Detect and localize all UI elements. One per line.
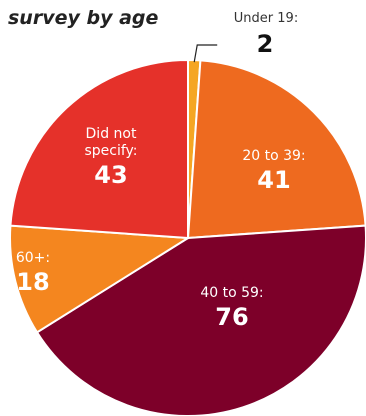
slice-value-under-19: 2 [257,30,274,58]
slice-value-40-to-59: 76 [215,303,248,331]
leader-line-under-19 [193,44,218,63]
slice-label-60: 60+: [16,250,50,266]
pie-slice-20-to-39 [186,59,366,240]
slice-value-did-not-specify: 43 [94,161,127,189]
pie-slice-did-not-specify [9,58,189,240]
slices-group [9,58,366,416]
slice-label-under-19: Under 19: [234,11,298,26]
slice-value-60: 18 [16,268,49,296]
slice-label-did-not-specify: Did not specify: [84,126,137,159]
pie-slice-40-to-59 [35,224,366,416]
slice-value-20-to-39: 41 [257,166,290,194]
chart-title: survey by age [8,7,158,29]
pie-slice-60 [9,224,192,334]
slice-label-40-to-59: 40 to 59: [200,285,263,301]
labels-group: Under 19: 2 20 to 39: 41 40 to 59: 76 60+: 18 Di… [16,11,306,331]
slice-label-20-to-39: 20 to 39: [242,148,305,164]
